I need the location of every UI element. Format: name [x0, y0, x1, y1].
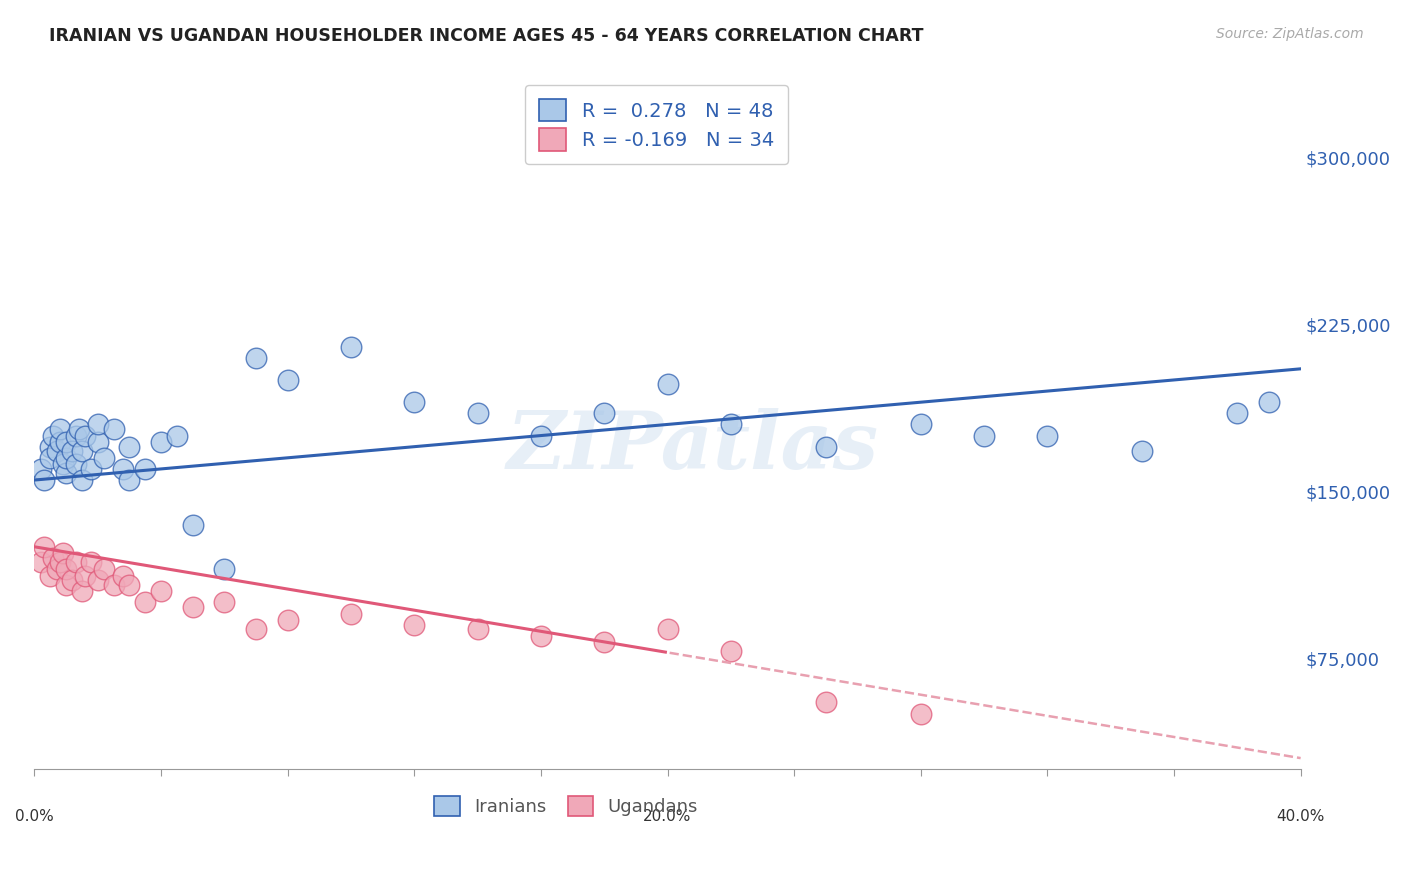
Text: IRANIAN VS UGANDAN HOUSEHOLDER INCOME AGES 45 - 64 YEARS CORRELATION CHART: IRANIAN VS UGANDAN HOUSEHOLDER INCOME AG… [49, 27, 924, 45]
Point [657, 377, 679, 392]
Point [1258, 395, 1281, 409]
Point [593, 635, 616, 649]
Point [48, 555, 70, 569]
Point [65, 428, 87, 442]
Point [30, 555, 52, 569]
Point [55, 450, 77, 465]
Point [93, 562, 115, 576]
Point [60, 444, 83, 458]
Point [1130, 444, 1153, 458]
Point [134, 462, 156, 476]
Point [814, 440, 837, 454]
Point [93, 450, 115, 465]
Point [657, 622, 679, 636]
Point [45, 562, 67, 576]
Point [39, 440, 62, 454]
Point [277, 373, 299, 387]
Point [65, 458, 87, 472]
Point [70, 584, 93, 599]
Point [67, 422, 90, 436]
Point [118, 473, 141, 487]
Point [86, 435, 108, 450]
Point [245, 622, 267, 636]
Legend: Iranians, Ugandans: Iranians, Ugandans [427, 789, 706, 823]
Point [48, 435, 70, 450]
Point [39, 450, 62, 465]
Text: 20.0%: 20.0% [644, 809, 692, 824]
Point [593, 406, 616, 420]
Point [42, 550, 65, 565]
Point [86, 573, 108, 587]
Point [55, 467, 77, 481]
Point [910, 417, 932, 432]
Point [70, 473, 93, 487]
Text: ZIPatlas: ZIPatlas [506, 409, 879, 485]
Point [55, 562, 77, 576]
Point [86, 417, 108, 432]
Point [134, 595, 156, 609]
Point [150, 435, 173, 450]
Point [73, 428, 96, 442]
Point [111, 568, 134, 582]
Point [32, 473, 55, 487]
Point [245, 351, 267, 365]
Point [214, 595, 236, 609]
Point [166, 428, 188, 442]
Text: 0.0%: 0.0% [15, 809, 53, 824]
Point [181, 599, 204, 614]
Point [39, 568, 62, 582]
Text: 40.0%: 40.0% [1277, 809, 1324, 824]
Point [1226, 406, 1249, 420]
Point [214, 562, 236, 576]
Point [52, 458, 75, 472]
Point [30, 462, 52, 476]
Point [973, 428, 995, 442]
Point [73, 568, 96, 582]
Point [70, 444, 93, 458]
Point [467, 622, 489, 636]
Point [910, 706, 932, 721]
Point [530, 629, 553, 643]
Point [720, 644, 742, 658]
Point [814, 696, 837, 710]
Point [118, 577, 141, 591]
Point [404, 395, 426, 409]
Point [55, 577, 77, 591]
Point [340, 607, 363, 621]
Point [32, 540, 55, 554]
Point [42, 428, 65, 442]
Point [118, 440, 141, 454]
Point [467, 406, 489, 420]
Point [80, 555, 103, 569]
Point [340, 340, 363, 354]
Point [65, 555, 87, 569]
Point [103, 422, 125, 436]
Point [103, 577, 125, 591]
Point [150, 584, 173, 599]
Point [55, 435, 77, 450]
Point [80, 462, 103, 476]
Point [404, 617, 426, 632]
Point [530, 428, 553, 442]
Point [48, 422, 70, 436]
Point [720, 417, 742, 432]
Point [52, 546, 75, 560]
Point [111, 462, 134, 476]
Point [60, 573, 83, 587]
Point [181, 517, 204, 532]
Point [277, 613, 299, 627]
Point [45, 444, 67, 458]
Text: Source: ZipAtlas.com: Source: ZipAtlas.com [1216, 27, 1364, 41]
Point [1036, 428, 1059, 442]
